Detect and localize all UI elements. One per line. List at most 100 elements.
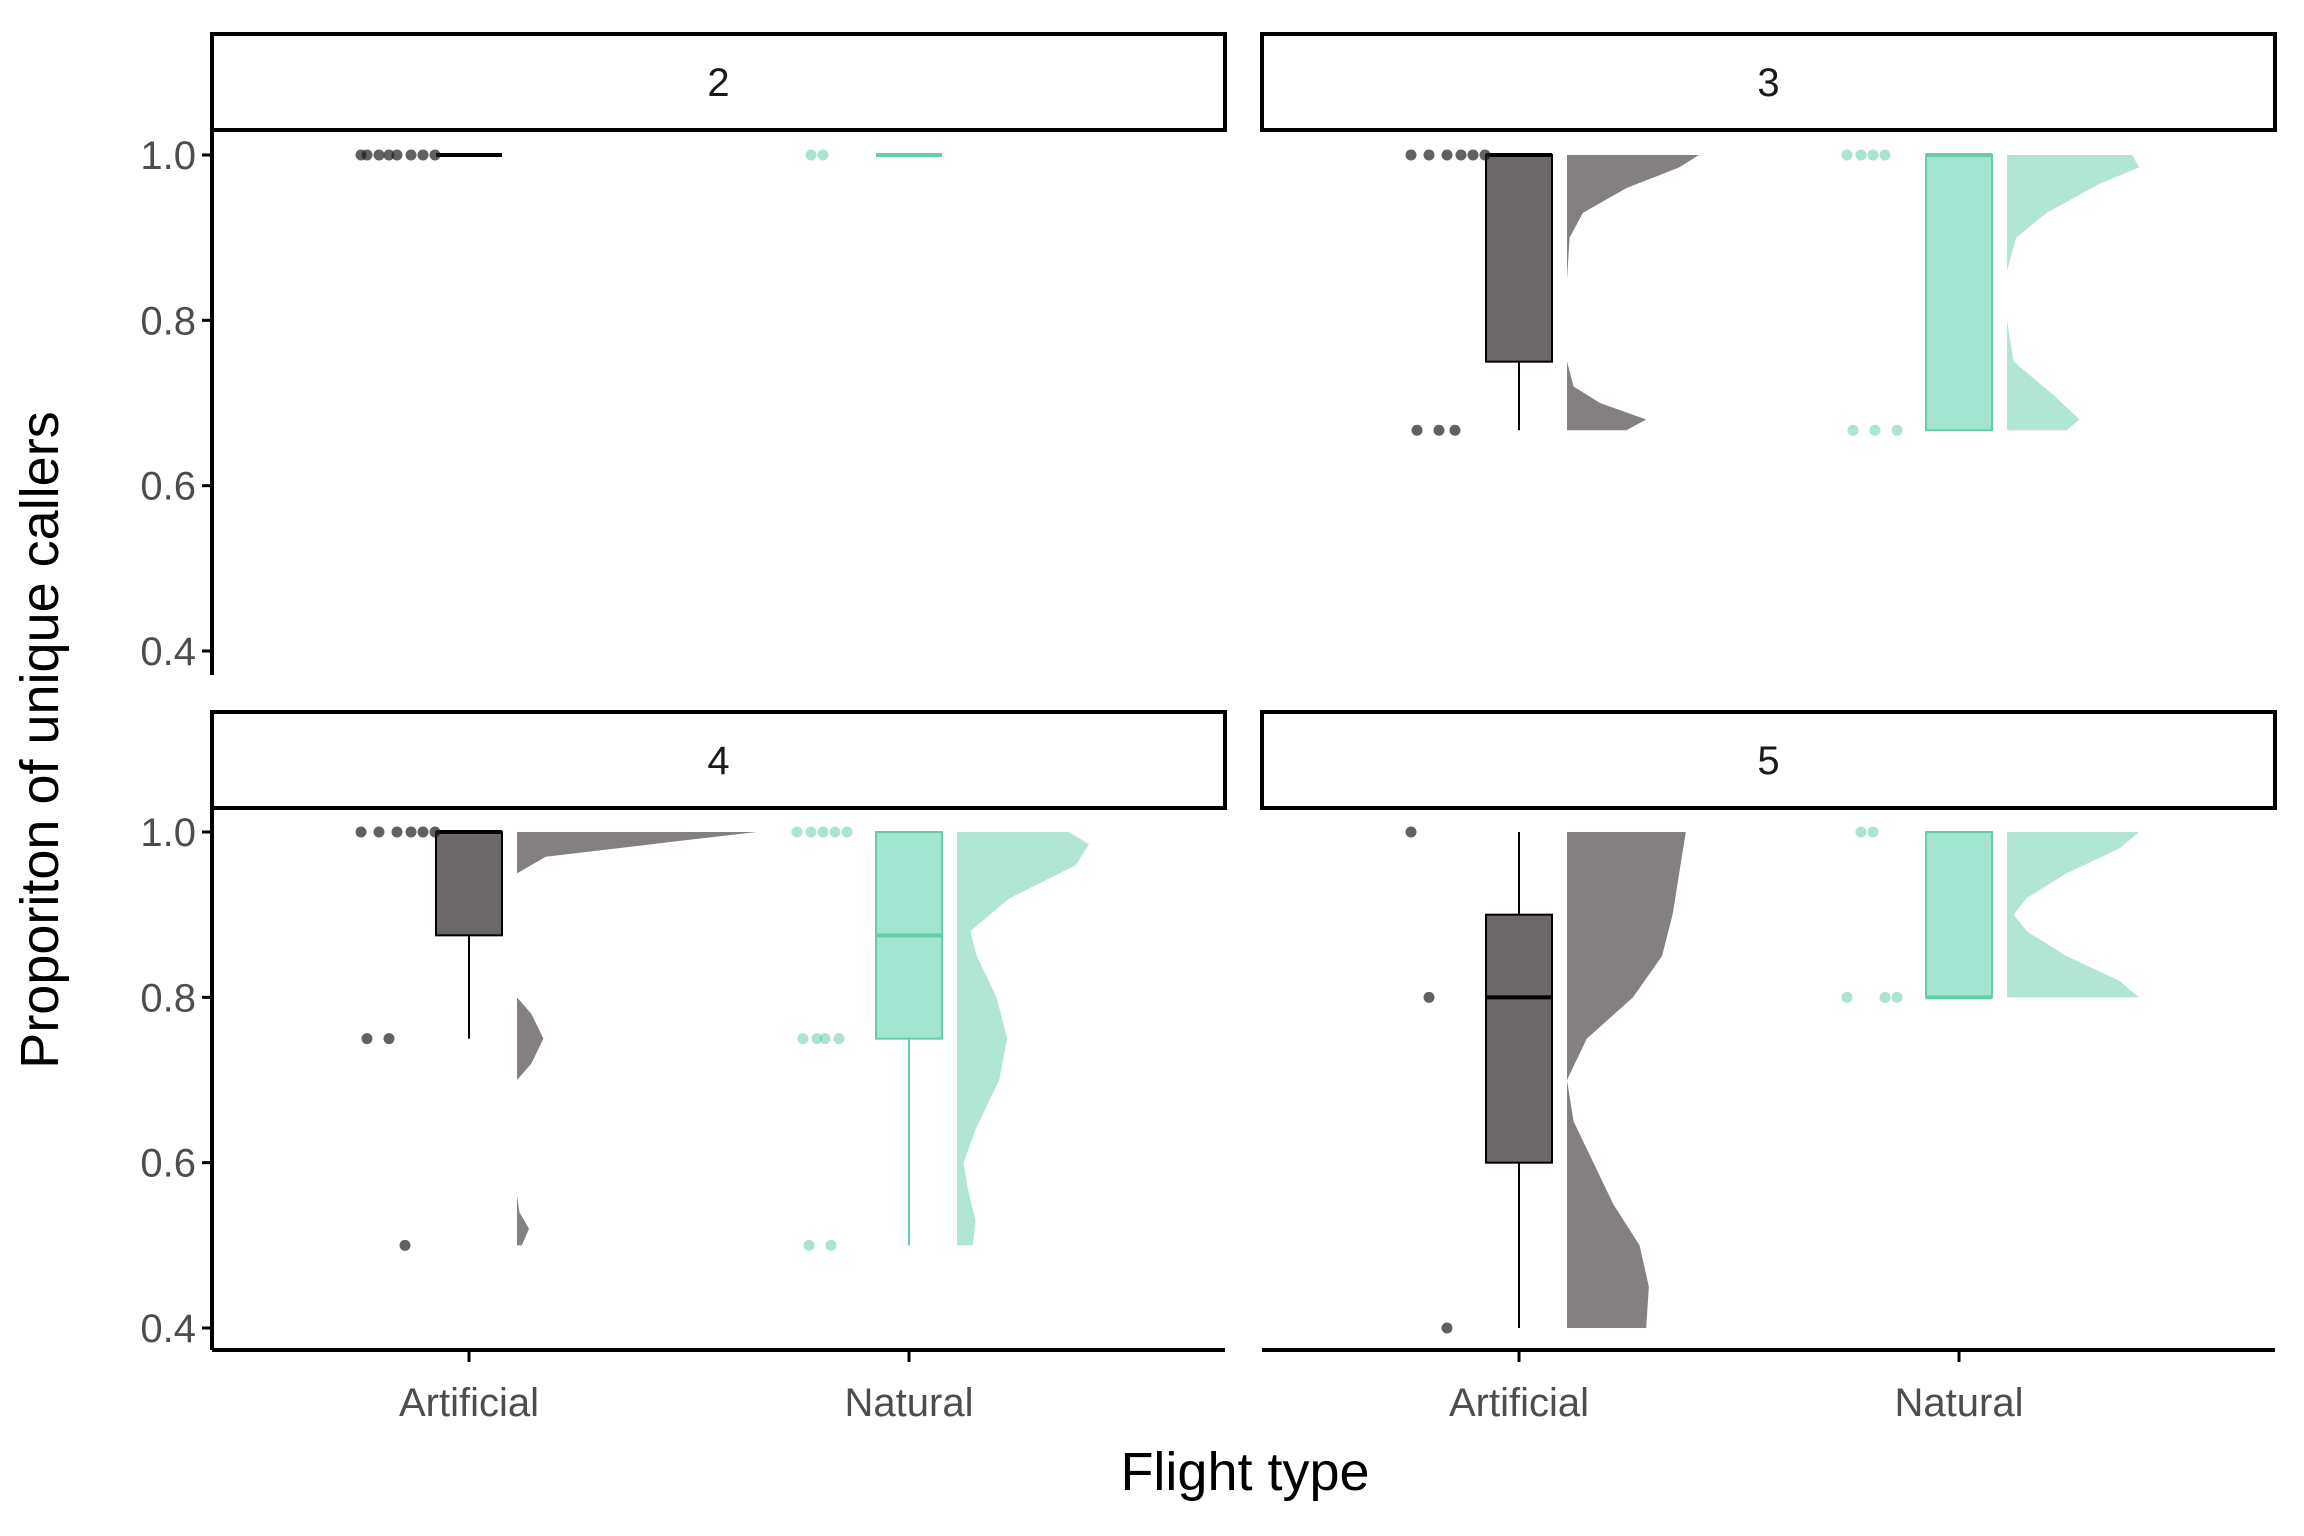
data-point bbox=[791, 826, 803, 838]
box bbox=[1925, 831, 1993, 999]
data-point bbox=[355, 826, 367, 838]
y-tick-label: 0.8 bbox=[140, 976, 196, 1020]
data-point bbox=[805, 149, 817, 161]
data-point bbox=[1405, 826, 1417, 838]
data-point bbox=[1855, 826, 1867, 838]
x-tick-label: Artificial bbox=[1449, 1381, 1589, 1425]
data-point bbox=[1423, 991, 1435, 1003]
y-tick-label: 0.4 bbox=[140, 1307, 196, 1351]
facet-panel-2: 2 0.4 0.6 0.8 1.0 bbox=[140, 32, 1227, 675]
box bbox=[435, 831, 503, 937]
facet-panel-4: 4 0.4 0.6 0.8 1.0 Artificial Natural bbox=[140, 710, 1227, 1425]
data-point bbox=[383, 1033, 395, 1045]
data-point bbox=[805, 826, 817, 838]
data-point bbox=[819, 1033, 831, 1045]
data-point bbox=[1411, 424, 1423, 436]
data-point bbox=[1879, 991, 1891, 1003]
data-point bbox=[833, 1033, 845, 1045]
x-tick-label: Natural bbox=[1895, 1381, 2024, 1425]
x-axis-title: Flight type bbox=[1120, 1442, 1369, 1502]
data-point bbox=[1869, 424, 1881, 436]
data-point bbox=[1867, 149, 1879, 161]
group-natural bbox=[1841, 826, 2139, 1003]
y-tick-label: 1.0 bbox=[140, 134, 196, 178]
data-point bbox=[429, 149, 441, 161]
data-point bbox=[399, 1239, 411, 1251]
data-point bbox=[373, 149, 385, 161]
facet-strip bbox=[1260, 710, 2277, 810]
group-artificial bbox=[1405, 149, 1699, 436]
data-point bbox=[391, 149, 403, 161]
data-point bbox=[1405, 149, 1417, 161]
data-point bbox=[797, 1033, 809, 1045]
data-point bbox=[817, 826, 829, 838]
density-cloud bbox=[1567, 155, 1699, 431]
group-artificial bbox=[1405, 826, 1686, 1334]
data-point bbox=[1479, 149, 1491, 161]
y-tick-label: 1.0 bbox=[140, 811, 196, 855]
data-point bbox=[1433, 424, 1445, 436]
data-point bbox=[1867, 826, 1879, 838]
data-point bbox=[1441, 1322, 1453, 1334]
data-point bbox=[1423, 149, 1435, 161]
density-cloud bbox=[1567, 832, 1686, 1328]
data-point bbox=[1879, 149, 1891, 161]
y-tick-label: 0.4 bbox=[140, 630, 196, 674]
data-point bbox=[803, 1239, 815, 1251]
data-point bbox=[1891, 991, 1903, 1003]
facets-layer: 2 0.4 0.6 0.8 1.0 3 4 0.4 0.6 0.8 1.0 Artificial Nat… bbox=[140, 32, 2277, 1425]
facet-strip-label: 3 bbox=[1757, 61, 1779, 105]
facet-strip-label: 2 bbox=[707, 61, 729, 105]
facet-strip-label: 4 bbox=[707, 739, 729, 783]
data-point bbox=[405, 149, 417, 161]
data-point bbox=[361, 149, 373, 161]
group-natural bbox=[791, 826, 1089, 1251]
y-axis-title: Proporiton of unique callers bbox=[10, 411, 70, 1068]
density-cloud bbox=[517, 832, 757, 1246]
group-natural bbox=[1841, 149, 2139, 436]
data-point bbox=[429, 826, 441, 838]
data-point bbox=[1891, 424, 1903, 436]
facet-strip bbox=[210, 32, 1227, 132]
facet-strip bbox=[210, 710, 1227, 810]
facet-panel-5: 5 Artificial Natural bbox=[1260, 710, 2277, 1425]
data-point bbox=[841, 826, 853, 838]
data-point bbox=[373, 826, 385, 838]
data-point bbox=[1841, 991, 1853, 1003]
data-point bbox=[1449, 424, 1461, 436]
y-tick-label: 0.8 bbox=[140, 299, 196, 343]
x-tick-label: Natural bbox=[845, 1381, 974, 1425]
data-point bbox=[417, 149, 429, 161]
data-point bbox=[417, 826, 429, 838]
box bbox=[1485, 913, 1553, 1164]
density-cloud bbox=[2007, 832, 2139, 998]
density-cloud bbox=[957, 832, 1089, 1246]
x-tick-label: Artificial bbox=[399, 1381, 539, 1425]
data-point bbox=[1441, 149, 1453, 161]
data-point bbox=[1467, 149, 1479, 161]
data-point bbox=[1455, 149, 1467, 161]
data-point bbox=[1847, 424, 1859, 436]
data-point bbox=[383, 149, 395, 161]
data-point bbox=[1855, 149, 1867, 161]
group-artificial bbox=[355, 826, 757, 1251]
facet-panel-3: 3 bbox=[1260, 32, 2277, 436]
data-point bbox=[825, 1239, 837, 1251]
data-point bbox=[817, 149, 829, 161]
group-artificial bbox=[355, 149, 502, 161]
data-point bbox=[361, 1033, 373, 1045]
facet-strip bbox=[1260, 32, 2277, 132]
data-point bbox=[405, 826, 417, 838]
data-point bbox=[391, 826, 403, 838]
y-tick-label: 0.6 bbox=[140, 1142, 196, 1186]
density-cloud bbox=[2007, 155, 2139, 431]
data-point bbox=[1841, 149, 1853, 161]
facet-strip-label: 5 bbox=[1757, 739, 1779, 783]
box bbox=[1925, 154, 1993, 432]
box bbox=[1485, 154, 1553, 363]
data-point bbox=[811, 1033, 823, 1045]
data-point bbox=[829, 826, 841, 838]
group-natural bbox=[805, 149, 942, 161]
y-tick-label: 0.6 bbox=[140, 465, 196, 509]
